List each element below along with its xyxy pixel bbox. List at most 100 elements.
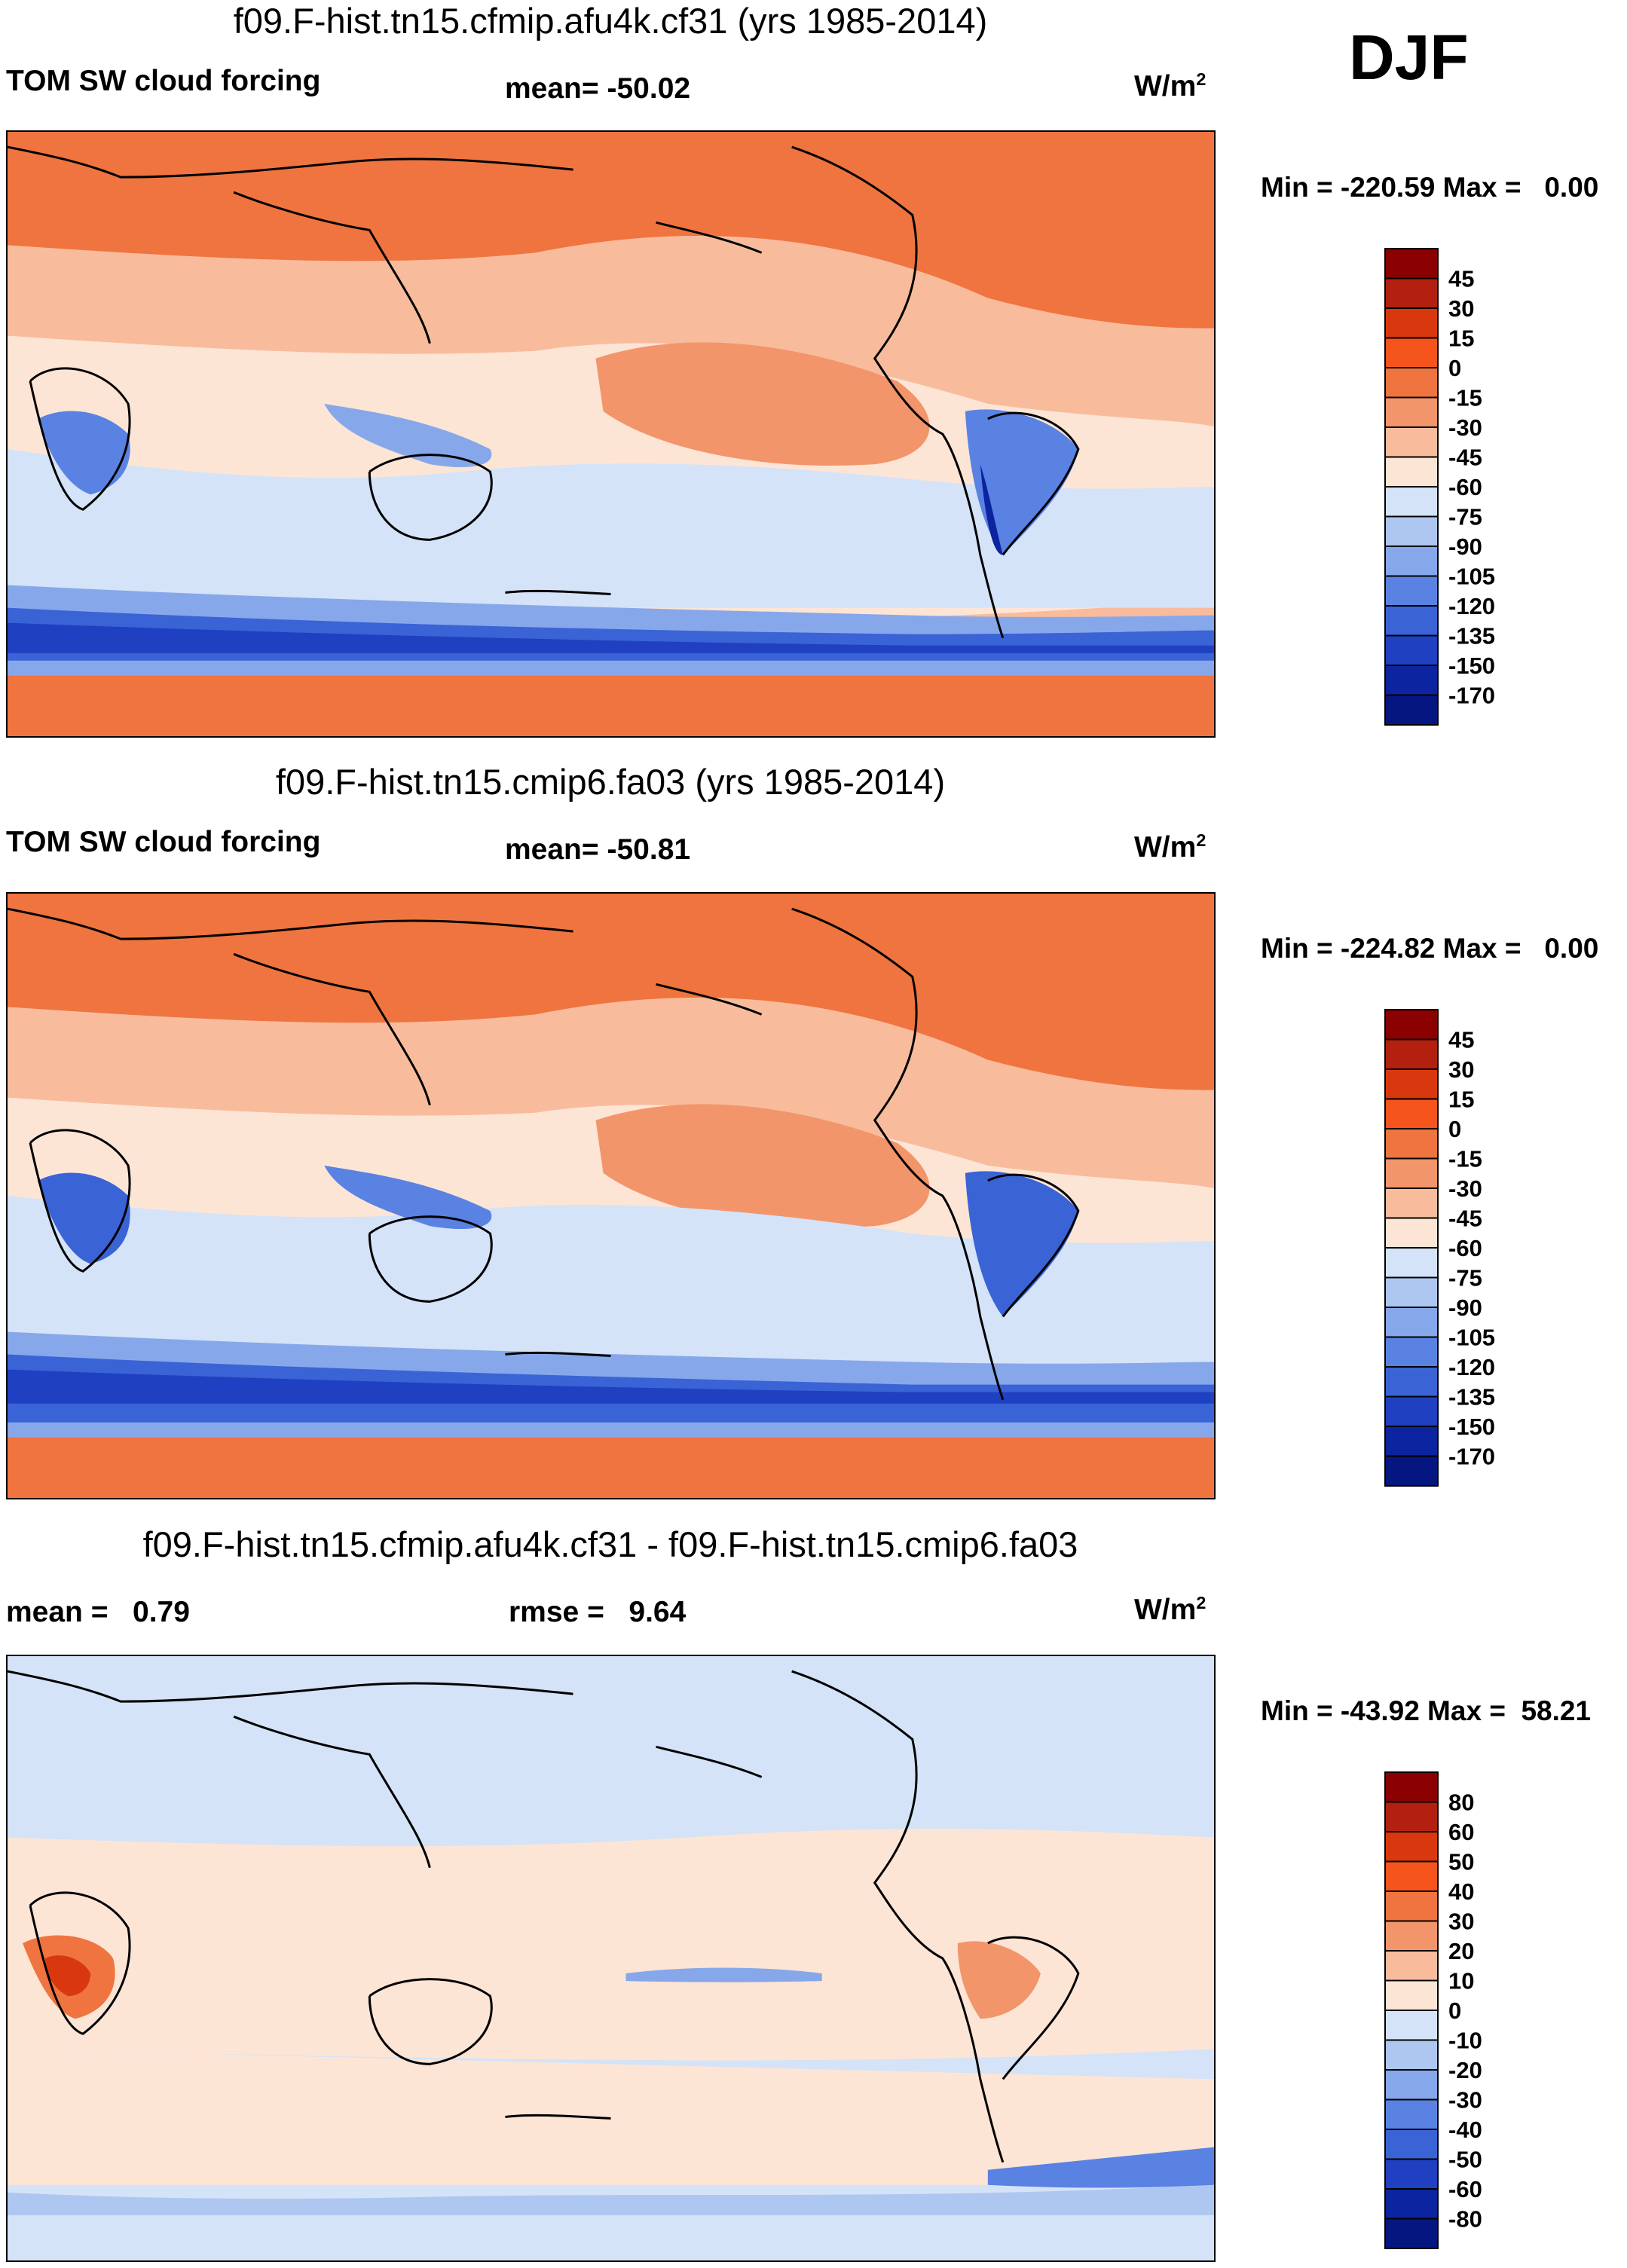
colorbar-swatch (1384, 1891, 1439, 1922)
panel-top-minmax: Min = -220.59 Max = 0.00 (1261, 172, 1599, 203)
colorbar-tick-label: -135 (1448, 1384, 1495, 1411)
colorbar-tick-label: 10 (1448, 1968, 1474, 1994)
colorbar-swatch (1384, 694, 1439, 726)
colorbar-swatch (1384, 2069, 1439, 2101)
panel-diff-units: W/m2 (1134, 1593, 1206, 1626)
colorbar-swatch (1384, 426, 1439, 458)
panel-mid-colorbar-svg: 45 30 15 0 -15 -30 -45 -60 -75 -90 -105 -120 -135 -15… (1384, 1009, 1495, 1487)
colorbar-tick-label: -105 (1448, 1325, 1495, 1351)
colorbar-swatch (1384, 546, 1439, 577)
colorbar-tick-label: -105 (1448, 564, 1495, 590)
colorbar-tick-label: 0 (1448, 1997, 1461, 2024)
colorbar-swatch (1384, 367, 1439, 399)
panel-diff-colorbar: 80 60 50 40 30 20 10 0 -10 -20 -30 -40 -50 -60 -80 (1384, 1771, 1551, 2254)
panel-diff-map (6, 1655, 1216, 2262)
colorbar-swatch (1384, 665, 1439, 696)
panel-top-mean-value: -50.02 (607, 72, 691, 105)
panel-mid-minmax: Min = -224.82 Max = 0.00 (1261, 933, 1599, 964)
colorbar-tick-label: -75 (1448, 504, 1482, 530)
panel-diff-title: f09.F-hist.tn15.cfmip.afu4k.cf31 - f09.F… (142, 1524, 1078, 1564)
colorbar-tick-label: 20 (1448, 1938, 1474, 1964)
colorbar-swatch (1384, 337, 1439, 368)
colorbar-swatch (1384, 1979, 1439, 2011)
colorbar-swatch (1384, 1157, 1439, 1189)
colorbar-swatch (1384, 248, 1439, 280)
panel-diff-map-svg (8, 1656, 1214, 2260)
colorbar-swatch (1384, 1366, 1439, 1398)
panel-diff-rmse-label: rmse = (509, 1596, 604, 1628)
panel-diff-mean-label: mean = (6, 1596, 109, 1628)
panel-mid-title: f09.F-hist.tn15.cmip6.fa03 (yrs 1985-201… (275, 762, 946, 802)
colorbar-tick-label: -120 (1448, 1354, 1495, 1380)
panel-mid-variable-label: TOM SW cloud forcing (6, 826, 321, 858)
colorbar-swatch (1384, 1771, 1439, 1803)
colorbar-swatch (1384, 1831, 1439, 1863)
colorbar-tick-label: 80 (1448, 1790, 1474, 1816)
colorbar-swatch (1384, 634, 1439, 666)
colorbar-swatch (1384, 1068, 1439, 1100)
colorbar-tick-label: -30 (1448, 414, 1482, 441)
colorbar-swatch (1384, 1920, 1439, 1952)
colorbar-swatch (1384, 1860, 1439, 1892)
panel-mid-units: W/m2 (1134, 830, 1206, 863)
colorbar-tick-label: -60 (1448, 1235, 1482, 1261)
colorbar-tick-label: -80 (1448, 2206, 1482, 2233)
panel-diff-colorbar-svg: 80 60 50 40 30 20 10 0 -10 -20 -30 -40 -50 -60 -80 (1384, 1771, 1482, 2249)
colorbar-swatch (1384, 1426, 1439, 1457)
panel-top-title: f09.F-hist.tn15.cfmip.afu4k.cf31 (yrs 19… (233, 1, 988, 41)
colorbar-tick-label: -60 (1448, 474, 1482, 500)
colorbar-tick-label: -40 (1448, 2117, 1482, 2143)
colorbar-tick-label: 45 (1448, 266, 1474, 292)
colorbar-tick-label: -150 (1448, 1414, 1495, 1440)
panel-mid-map-svg (8, 894, 1214, 1498)
colorbar-swatch (1384, 2098, 1439, 2130)
colorbar-tick-label: -50 (1448, 2147, 1482, 2173)
panel-top-variable-label: TOM SW cloud forcing (6, 65, 321, 97)
colorbar-swatch (1384, 1187, 1439, 1219)
colorbar-tick-label: 45 (1448, 1027, 1474, 1053)
colorbar-swatch (1384, 1801, 1439, 1832)
colorbar-swatch (1384, 575, 1439, 607)
colorbar-swatch (1384, 2010, 1439, 2041)
colorbar-swatch (1384, 1455, 1439, 1487)
colorbar-tick-label: -150 (1448, 653, 1495, 679)
colorbar-swatch (1384, 1307, 1439, 1338)
panel-mid-mean-label: mean= (505, 833, 599, 866)
colorbar-swatch (1384, 1098, 1439, 1129)
colorbar-tick-label: -170 (1448, 683, 1495, 709)
colorbar-swatch (1384, 1950, 1439, 1982)
panel-diff-rmse-value: 9.64 (628, 1596, 687, 1628)
colorbar-tick-label: 30 (1448, 1909, 1474, 1935)
panel-top-units: W/m2 (1134, 69, 1206, 102)
colorbar-tick-label: -120 (1448, 593, 1495, 619)
colorbar-swatch (1384, 2039, 1439, 2071)
colorbar-tick-label: -75 (1448, 1265, 1482, 1291)
colorbar-swatch (1384, 1395, 1439, 1427)
colorbar-swatch (1384, 1217, 1439, 1249)
panel-diff-mean: mean = 0.79 (6, 1596, 190, 1629)
panel-mid-colorbar: 45 30 15 0 -15 -30 -45 -60 -75 -90 -105 -120 -135 -15… (1384, 1009, 1551, 1492)
panel-diff-rmse: rmse = 9.64 (509, 1596, 686, 1629)
colorbar-swatch (1384, 307, 1439, 339)
panel-top-map (6, 130, 1216, 738)
colorbar-tick-label: -15 (1448, 1146, 1482, 1172)
panel-top-mean: mean= -50.02 (505, 72, 690, 105)
colorbar-tick-label: -30 (1448, 1175, 1482, 1202)
colorbar-tick-label: -60 (1448, 2176, 1482, 2202)
colorbar-swatch (1384, 1336, 1439, 1368)
panel-top-mean-label: mean= (505, 72, 599, 105)
colorbar-tick-label: -135 (1448, 623, 1495, 650)
colorbar-swatch (1384, 486, 1439, 518)
panel-top-map-svg (8, 132, 1214, 736)
colorbar-tick-label: 15 (1448, 1087, 1474, 1113)
panel-diff-minmax: Min = -43.92 Max = 58.21 (1261, 1695, 1592, 1726)
colorbar-swatch (1384, 605, 1439, 637)
colorbar-tick-label: -45 (1448, 445, 1482, 471)
colorbar-tick-label: 30 (1448, 295, 1474, 322)
colorbar-swatch (1384, 1038, 1439, 1070)
colorbar-swatch (1384, 1009, 1439, 1041)
colorbar-tick-label: 50 (1448, 1849, 1474, 1875)
colorbar-tick-label: -90 (1448, 1294, 1482, 1321)
colorbar-tick-label: 40 (1448, 1878, 1474, 1905)
season-label: DJF (1349, 22, 1469, 93)
